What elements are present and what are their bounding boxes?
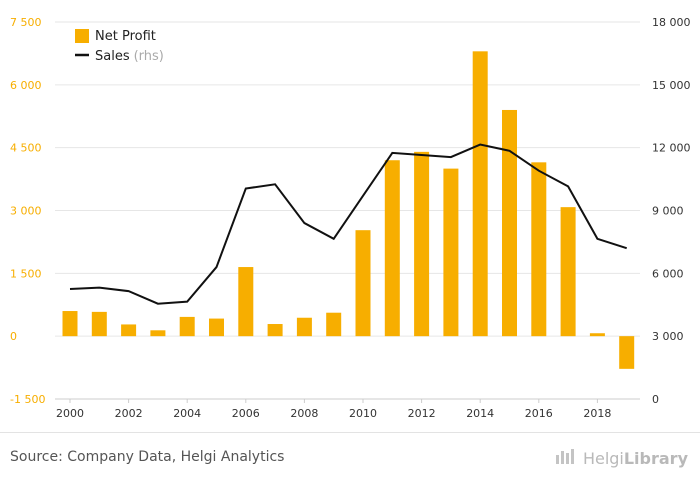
bar-2006 xyxy=(238,267,253,336)
right-tick-label: 18 000 xyxy=(652,16,691,29)
x-tick-label: 2014 xyxy=(466,407,494,420)
legend-swatch-net-profit xyxy=(75,29,89,43)
legend-label-sales-name: Sales xyxy=(95,49,130,64)
right-axis: 0 3 000 6 000 9 000 12 000 15 000 18 000 xyxy=(652,16,691,406)
logo-text-strong: Library xyxy=(624,449,688,468)
right-tick-label: 15 000 xyxy=(652,79,691,92)
bar-2013 xyxy=(443,169,458,337)
helgi-library-logo[interactable]: HelgiLibrary xyxy=(555,447,688,469)
bar-2002 xyxy=(121,324,136,336)
bar-2009 xyxy=(326,313,341,336)
bar-2017 xyxy=(561,207,576,336)
right-tick-label: 12 000 xyxy=(652,142,691,155)
left-tick-label: 0 xyxy=(10,330,17,343)
right-tick-label: 6 000 xyxy=(652,267,684,280)
x-tick-label: 2002 xyxy=(115,407,143,420)
bar-2008 xyxy=(297,318,312,336)
logo-text: HelgiLibrary xyxy=(583,449,688,468)
x-tick-label: 2008 xyxy=(290,407,318,420)
x-tick-label: 2000 xyxy=(56,407,84,420)
left-axis: -1 500 0 1 500 3 000 4 500 6 000 7 500 xyxy=(10,16,45,406)
x-tick-label: 2018 xyxy=(583,407,611,420)
chart: -1 500 0 1 500 3 000 4 500 6 000 7 500 0 3 000 6… xyxy=(0,0,700,432)
left-tick-label: 1 500 xyxy=(10,267,42,280)
bar-2007 xyxy=(268,324,283,336)
source-note: Source: Company Data, Helgi Analytics xyxy=(10,449,284,465)
right-tick-label: 9 000 xyxy=(652,205,684,218)
bar-2004 xyxy=(180,317,195,336)
left-tick-label: -1 500 xyxy=(10,393,45,406)
gridlines xyxy=(55,22,640,399)
legend-label-sales-suffix: (rhs) xyxy=(134,49,164,64)
bar-2019 xyxy=(619,336,634,369)
x-axis: 2000 2002 2004 2006 2008 2010 2012 2014 2016 2018 xyxy=(55,399,640,420)
bar-2011 xyxy=(385,160,400,336)
left-tick-label: 7 500 xyxy=(10,16,42,29)
bar-2010 xyxy=(356,230,371,336)
logo-text-light: Helgi xyxy=(583,449,624,468)
legend-label-sales: Sales (rhs) xyxy=(95,49,164,64)
bar-2016 xyxy=(531,162,546,336)
bar-2018 xyxy=(590,333,605,336)
legend-label-net-profit: Net Profit xyxy=(95,29,156,44)
x-tick-label: 2012 xyxy=(408,407,436,420)
x-tick-label: 2006 xyxy=(232,407,260,420)
bar-2005 xyxy=(209,319,224,337)
legend: Net Profit Sales (rhs) xyxy=(75,29,164,64)
bar-2015 xyxy=(502,110,517,336)
x-tick-label: 2010 xyxy=(349,407,377,420)
left-tick-label: 3 000 xyxy=(10,205,42,218)
bar-2000 xyxy=(63,311,78,336)
helgi-building-icon xyxy=(555,447,577,469)
x-tick-label: 2016 xyxy=(525,407,553,420)
left-tick-label: 6 000 xyxy=(10,79,42,92)
footer: Source: Company Data, Helgi Analytics He… xyxy=(0,432,700,484)
bar-2014 xyxy=(473,51,488,336)
right-tick-label: 0 xyxy=(652,393,659,406)
x-tick-label: 2004 xyxy=(173,407,201,420)
left-tick-label: 4 500 xyxy=(10,142,42,155)
bar-2003 xyxy=(150,330,165,336)
right-tick-label: 3 000 xyxy=(652,330,684,343)
bar-2012 xyxy=(414,152,429,336)
bar-2001 xyxy=(92,312,107,336)
